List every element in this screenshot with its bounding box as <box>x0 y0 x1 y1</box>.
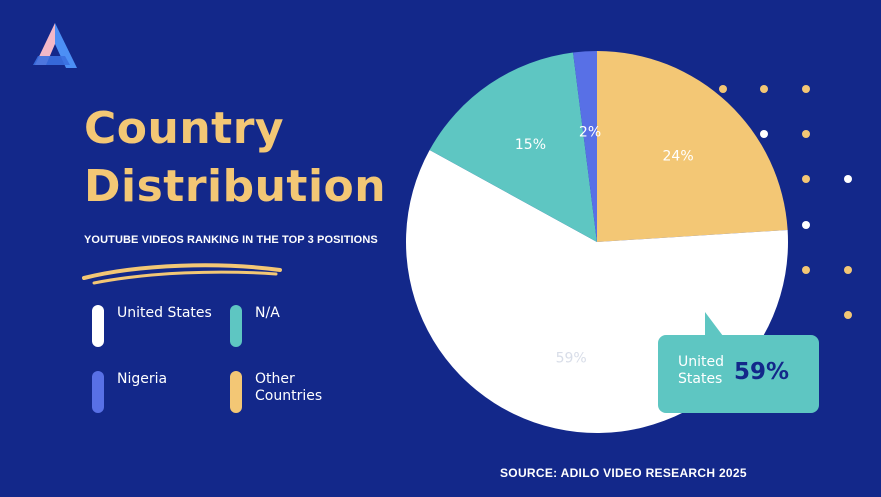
logo-icon <box>33 23 77 68</box>
legend-label: Other Countries <box>255 371 323 404</box>
decor-dot <box>844 175 852 183</box>
title-line: Distribution <box>84 161 387 212</box>
pie-slice-n-a <box>429 52 597 243</box>
decor-dot <box>844 266 852 274</box>
title-line: Country <box>84 103 285 154</box>
legend-item-na: N/A <box>230 305 380 351</box>
decor-dot <box>760 130 768 138</box>
decor-dot <box>802 130 810 138</box>
decor-dot <box>802 266 810 274</box>
legend-swatch <box>230 305 242 347</box>
legend-item-united-states: United States <box>92 305 242 351</box>
pie-slice-other-countries <box>597 51 788 242</box>
callout-box: United States 59% <box>658 335 819 413</box>
page-title: Country Distribution <box>84 100 386 216</box>
callout-value: 59% <box>734 359 790 385</box>
decor-dot <box>802 175 810 183</box>
decor-dot <box>844 311 852 319</box>
decor-dot <box>760 85 768 93</box>
pie-data-label: 24% <box>663 149 694 165</box>
legend-label: United States <box>117 305 212 321</box>
legend-item-nigeria: Nigeria <box>92 371 242 417</box>
decor-dot <box>802 221 810 229</box>
legend-label: N/A <box>255 305 280 321</box>
brush-underline <box>82 263 282 285</box>
source-note: SOURCE: ADILO VIDEO RESEARCH 2025 <box>500 466 747 480</box>
decor-dot <box>802 85 810 93</box>
legend-item-other-countries: Other Countries <box>230 371 380 417</box>
pie-slice-nigeria <box>573 51 597 242</box>
callout-label: United States <box>678 354 724 387</box>
decor-dot <box>719 85 727 93</box>
pie-data-label: 2% <box>579 124 601 140</box>
callout-tail <box>705 312 723 336</box>
legend-swatch <box>92 371 104 413</box>
pie-data-label: 15% <box>515 137 546 153</box>
legend-swatch <box>230 371 242 413</box>
legend-swatch <box>92 305 104 347</box>
legend-label: Nigeria <box>117 371 168 387</box>
subtitle: YOUTUBE VIDEOS RANKING IN THE TOP 3 POSI… <box>84 234 378 246</box>
pie-data-label: 59% <box>556 351 587 367</box>
